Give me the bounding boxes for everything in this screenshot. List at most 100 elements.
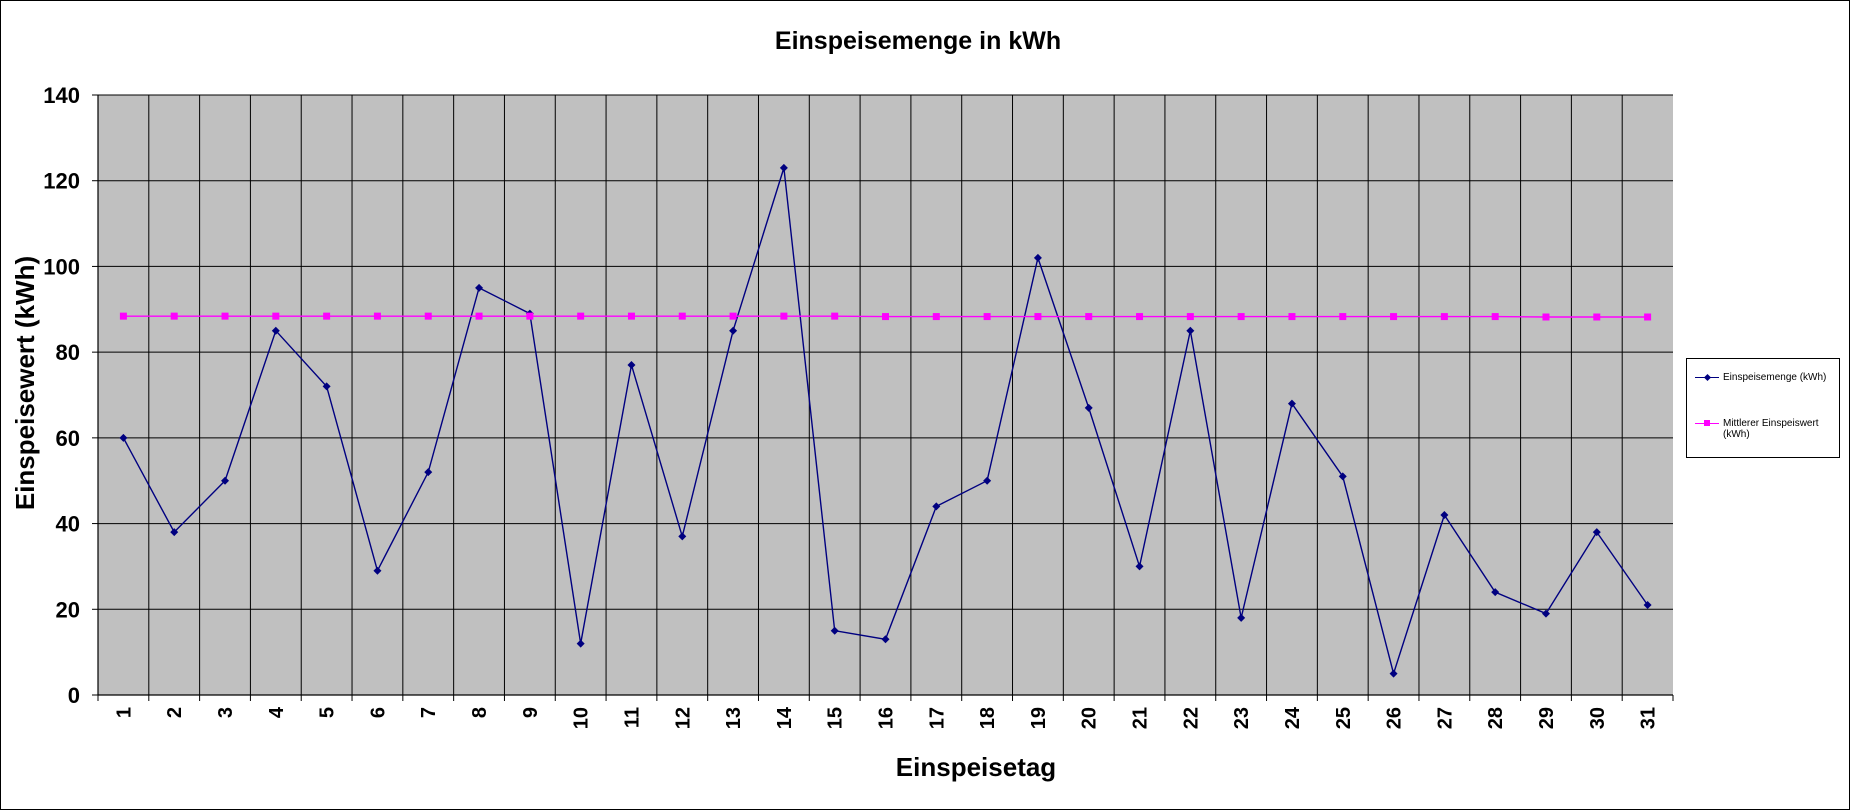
data-point xyxy=(119,312,127,320)
y-tick-label: 100 xyxy=(43,254,80,279)
x-tick-label: 21 xyxy=(1130,707,1152,729)
data-point xyxy=(1338,472,1347,481)
data-point xyxy=(119,433,128,442)
data-point xyxy=(526,312,534,320)
x-tick-label: 10 xyxy=(571,707,593,729)
data-point xyxy=(323,312,331,320)
data-point xyxy=(780,312,788,320)
data-point xyxy=(983,313,991,321)
data-point xyxy=(882,313,889,321)
x-tick-label: 7 xyxy=(418,707,440,718)
legend-swatch-square xyxy=(1695,418,1719,428)
y-tick-label: 80 xyxy=(56,340,80,365)
data-point xyxy=(1136,313,1144,321)
data-point xyxy=(881,635,890,644)
y-tick-label: 140 xyxy=(43,83,80,108)
legend-label: Einspeisemenge (kWh) xyxy=(1723,372,1827,383)
data-point xyxy=(1237,613,1246,622)
data-point xyxy=(1135,562,1144,571)
series-1 xyxy=(119,163,1652,678)
x-tick-label: 4 xyxy=(266,706,288,718)
data-point xyxy=(373,566,382,575)
x-tick-label: 22 xyxy=(1180,707,1202,729)
legend-label: Mittlerer Einspeiswert (kWh) xyxy=(1723,418,1819,440)
data-point xyxy=(627,361,636,369)
y-tick-label: 20 xyxy=(56,597,80,622)
x-tick-label: 30 xyxy=(1587,707,1609,729)
x-tick-label: 6 xyxy=(367,707,389,718)
data-point xyxy=(1186,313,1194,321)
data-point xyxy=(1593,313,1601,321)
y-tick-label: 0 xyxy=(68,683,80,708)
data-point xyxy=(170,312,178,320)
data-point xyxy=(1542,313,1550,321)
x-tick-label: 20 xyxy=(1079,707,1101,729)
x-tick-label: 11 xyxy=(621,707,643,728)
data-point xyxy=(475,283,484,292)
axes xyxy=(97,95,1673,696)
data-point xyxy=(424,312,432,320)
x-tick-label: 31 xyxy=(1638,707,1660,729)
x-tick-label: 29 xyxy=(1536,707,1558,729)
data-point xyxy=(424,468,433,477)
data-point xyxy=(1084,403,1093,412)
legend-entry-mittlerer-einspeiswert: Mittlerer Einspeiswert (kWh) xyxy=(1695,418,1831,440)
data-point xyxy=(1287,399,1296,408)
data-point xyxy=(373,312,381,320)
data-point xyxy=(1643,601,1652,609)
data-point xyxy=(1644,313,1652,321)
x-tick-label: 16 xyxy=(876,707,898,729)
data-point xyxy=(1237,313,1245,321)
legend-entry-einspeisemenge: Einspeisemenge (kWh) xyxy=(1695,372,1831,383)
data-point xyxy=(932,313,940,321)
x-tick-label: 19 xyxy=(1028,707,1050,729)
data-point xyxy=(1390,313,1398,321)
x-tick-label: 14 xyxy=(774,706,796,729)
data-point xyxy=(1033,253,1042,262)
series-layer xyxy=(119,163,1652,678)
x-tick-label: 12 xyxy=(672,707,694,729)
x-tick-label: 24 xyxy=(1282,706,1304,729)
data-point xyxy=(221,312,229,320)
series-2 xyxy=(119,312,1652,321)
data-point xyxy=(1034,313,1042,321)
x-tick-label: 1 xyxy=(113,707,135,718)
y-tick-label: 40 xyxy=(56,512,80,537)
data-point xyxy=(577,312,585,320)
y-tick-label: 120 xyxy=(43,169,80,194)
data-point xyxy=(1491,588,1500,597)
x-tick-label: 28 xyxy=(1485,707,1507,729)
data-point xyxy=(830,626,839,635)
data-point xyxy=(1440,511,1449,519)
data-point xyxy=(272,312,280,320)
x-tick-label: 26 xyxy=(1384,707,1406,729)
data-point xyxy=(932,502,941,511)
x-axis-ticks: 1 2 3 4 5 6 7 8 9 10 11 12 13 14 15 16 17 18 19 20 21 22 23 24 2… xyxy=(97,695,1674,729)
x-tick-label: 23 xyxy=(1231,707,1253,729)
data-point xyxy=(1339,313,1347,321)
data-point xyxy=(1541,609,1550,618)
x-tick-label: 13 xyxy=(723,707,745,729)
x-tick-label: 15 xyxy=(825,707,847,729)
data-point xyxy=(831,312,839,320)
x-tick-label: 18 xyxy=(977,707,999,729)
data-point xyxy=(627,312,635,320)
data-point xyxy=(576,639,585,648)
data-point xyxy=(779,163,788,172)
data-point xyxy=(729,326,738,335)
grid-lines xyxy=(98,94,1673,695)
data-point xyxy=(678,532,687,541)
x-tick-label: 8 xyxy=(469,707,491,718)
y-axis-title: Einspeisewert (kWh) xyxy=(10,256,40,510)
x-tick-label: 5 xyxy=(317,707,339,718)
y-axis-ticks: 0 20 40 60 80 100 120 140 xyxy=(43,83,98,708)
x-tick-label: 25 xyxy=(1333,707,1355,729)
x-tick-label: 17 xyxy=(926,707,948,729)
data-point xyxy=(1186,326,1195,335)
x-tick-label: 3 xyxy=(215,707,237,718)
data-point xyxy=(729,312,737,320)
x-tick-label: 9 xyxy=(520,707,542,718)
data-point xyxy=(221,476,230,485)
x-axis-title: Einspeisetag xyxy=(896,752,1056,782)
